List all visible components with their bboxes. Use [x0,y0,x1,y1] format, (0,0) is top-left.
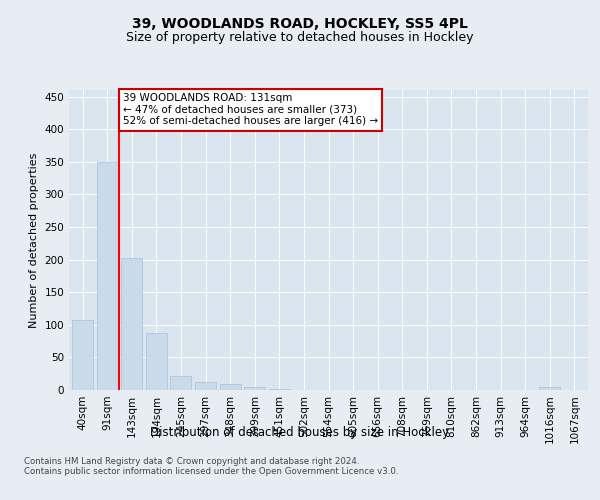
Bar [539,388,560,390]
Bar [170,376,191,390]
Bar [121,258,142,390]
Text: 39, WOODLANDS ROAD, HOCKLEY, SS5 4PL: 39, WOODLANDS ROAD, HOCKLEY, SS5 4PL [132,18,468,32]
Text: Size of property relative to detached houses in Hockley: Size of property relative to detached ho… [126,31,474,44]
Text: Contains HM Land Registry data © Crown copyright and database right 2024.: Contains HM Land Registry data © Crown c… [24,457,359,466]
Text: Contains public sector information licensed under the Open Government Licence v3: Contains public sector information licen… [24,467,398,476]
Bar [146,332,167,390]
Text: Distribution of detached houses by size in Hockley: Distribution of detached houses by size … [151,426,449,439]
Text: 39 WOODLANDS ROAD: 131sqm
← 47% of detached houses are smaller (373)
52% of semi: 39 WOODLANDS ROAD: 131sqm ← 47% of detac… [123,94,378,126]
Bar [220,384,241,390]
Bar [72,320,93,390]
Bar [269,388,290,390]
Bar [195,382,216,390]
Bar [97,162,118,390]
Bar [244,386,265,390]
Y-axis label: Number of detached properties: Number of detached properties [29,152,39,328]
